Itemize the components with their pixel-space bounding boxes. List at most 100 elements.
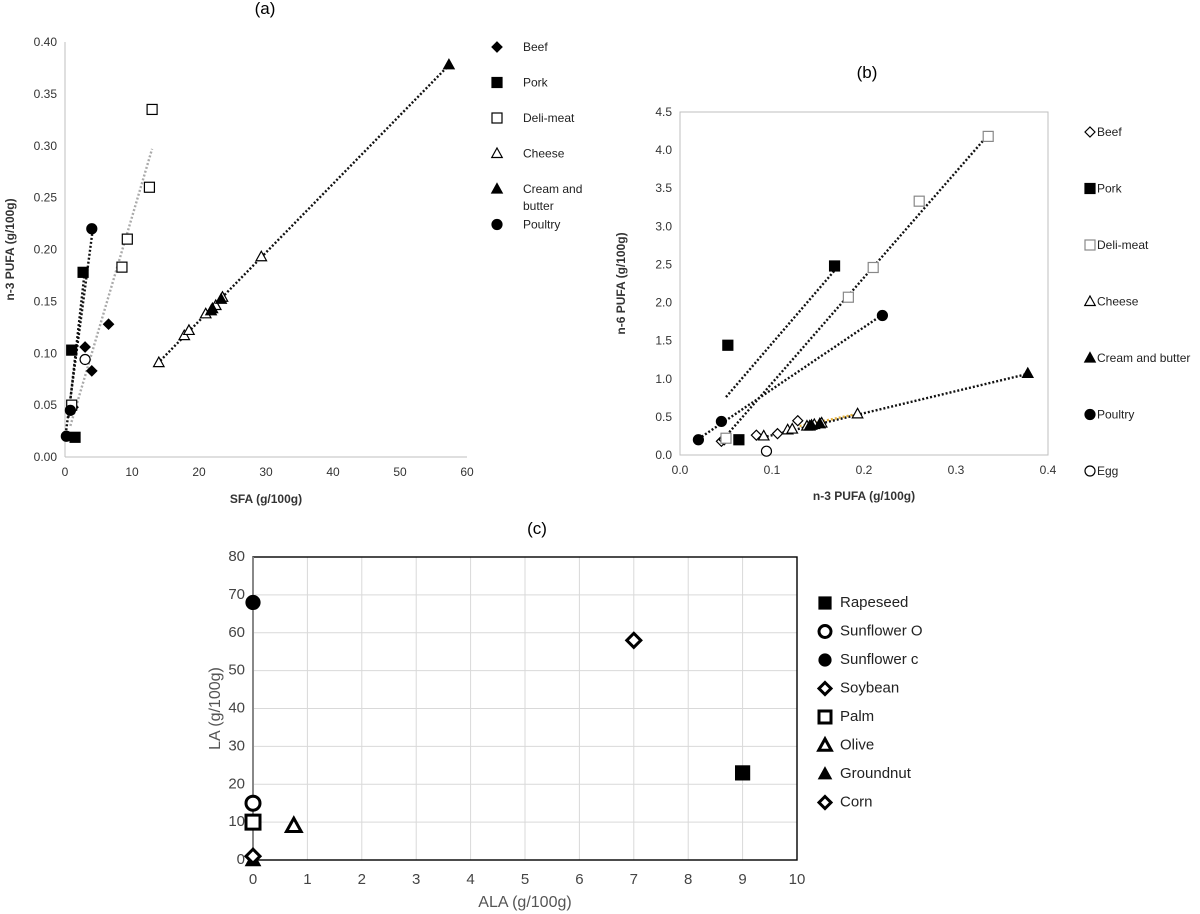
legend-label: Palm: [840, 708, 874, 725]
legend-label: Egg: [1097, 464, 1118, 478]
data-point: [791, 414, 804, 427]
data-point: [842, 291, 854, 303]
x-tick-label: 0.0: [672, 463, 689, 477]
x-tick-label: 60: [460, 465, 474, 479]
legend-marker: [1084, 408, 1096, 421]
y-tick-label: 1.0: [655, 372, 672, 386]
data-point: [722, 339, 734, 351]
trendline: [697, 313, 884, 440]
legend-marker: [491, 218, 503, 231]
legend-label: Cheese: [1097, 295, 1139, 309]
data-point: [876, 309, 889, 322]
legend-label: Beef: [523, 40, 548, 54]
data-point: [79, 341, 91, 353]
data-point: [86, 223, 98, 235]
trendline: [725, 269, 836, 398]
y-tick-label: 3.0: [655, 219, 672, 233]
data-point: [828, 260, 841, 272]
legend-label: Poultry: [523, 218, 560, 232]
legend-marker: [817, 766, 833, 780]
y-tick-label: 0.25: [34, 191, 58, 205]
legend-marker: [817, 709, 833, 725]
data-point: [734, 765, 751, 781]
y-tick-label: 0.10: [34, 346, 58, 360]
y-axis-title: n-3 PUFA (g/100g): [3, 198, 17, 300]
y-tick-label: 0.30: [34, 139, 58, 153]
y-tick-label: 0.5: [655, 410, 672, 424]
x-tick-label: 4: [466, 871, 474, 888]
legend-marker: [491, 112, 503, 124]
legend-marker: [816, 735, 834, 752]
data-point: [243, 847, 263, 866]
y-tick-label: 0.0: [655, 448, 672, 462]
y-tick-label: 50: [228, 662, 245, 679]
series-cream-and-butter: [803, 366, 1035, 431]
x-tick-label: 0: [249, 871, 257, 888]
y-tick-label: 4.5: [655, 105, 672, 119]
x-tick-label: 10: [789, 871, 806, 888]
data-point: [283, 815, 304, 834]
data-point: [982, 130, 994, 142]
x-tick-label: 0.2: [856, 463, 873, 477]
data-point: [102, 318, 115, 331]
data-point: [785, 422, 799, 434]
data-point: [715, 415, 728, 428]
series-pork: [722, 260, 841, 446]
legend-label: Beef: [1097, 125, 1122, 139]
series-egg: [760, 445, 773, 457]
data-point: [77, 266, 89, 278]
series-sunflower-c: [245, 594, 261, 611]
trendline: [69, 148, 154, 427]
data-point: [442, 58, 456, 70]
panel-label-a: (a): [255, 0, 276, 18]
y-tick-label: 3.5: [655, 181, 672, 195]
plot-area-border: [679, 111, 1049, 456]
trendlines: [64, 65, 450, 435]
gridlines: [253, 556, 798, 860]
x-tick-label: 30: [259, 465, 273, 479]
data-point: [143, 181, 156, 193]
legend-marker: [816, 794, 834, 811]
x-tick-label: 10: [125, 465, 139, 479]
legend-label: Rapeseed: [840, 594, 908, 611]
data-point: [85, 365, 98, 377]
data-point: [60, 430, 72, 442]
legend-marker: [1084, 465, 1096, 477]
x-tick-label: 7: [630, 871, 638, 888]
legend-label: Corn: [840, 794, 873, 811]
legend-label: Olive: [840, 737, 874, 754]
series-corn: [243, 847, 263, 866]
x-tick-label: 6: [575, 871, 583, 888]
legend: Rapeseed Sunflower O Sunflower c Soybean Pal…: [816, 594, 923, 811]
legend-marker: [818, 596, 832, 610]
data-point: [66, 344, 78, 356]
y-tick-label: 1.5: [655, 334, 672, 348]
y-tick-label: 0: [237, 851, 245, 868]
legend-marker: [1083, 351, 1097, 363]
y-tick-label: 80: [228, 548, 245, 565]
data-point: [146, 103, 158, 116]
data-point: [913, 195, 925, 207]
trendline: [64, 226, 95, 435]
series-olive: [283, 815, 304, 834]
legend-label: Sunflower O: [840, 623, 923, 640]
legend-marker: [490, 182, 504, 194]
series-deli-meat: [66, 103, 158, 411]
y-tick-label: 40: [228, 700, 245, 717]
data-point: [244, 813, 262, 831]
x-tick-label: 40: [326, 465, 340, 479]
data-point: [624, 631, 643, 650]
x-axis-title: SFA (g/100g): [230, 492, 302, 506]
trendlines: [697, 134, 1030, 443]
legend-label: Groundnut: [840, 765, 912, 782]
data-point: [813, 417, 827, 429]
x-axis-title: ALA (g/100g): [478, 894, 571, 911]
data-point: [1021, 366, 1035, 379]
x-tick-label: 8: [684, 871, 692, 888]
chart-c: (c) 0 1 2 3 4 5 6 7 8 9 10 0 10 20 30 40 50 60 70 80 ALA (g/1…: [207, 519, 923, 911]
y-tick-label: 4.0: [655, 143, 672, 157]
y-tick-label: 0.15: [34, 294, 58, 308]
data-point: [245, 594, 261, 611]
panel-label-c: (c): [527, 519, 547, 538]
